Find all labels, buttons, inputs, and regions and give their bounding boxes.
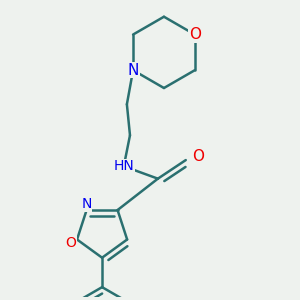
Text: O: O: [192, 149, 204, 164]
Text: N: N: [81, 197, 92, 211]
Text: HN: HN: [113, 159, 134, 173]
Text: O: O: [189, 27, 201, 42]
Text: N: N: [128, 63, 139, 78]
Text: O: O: [65, 236, 76, 250]
